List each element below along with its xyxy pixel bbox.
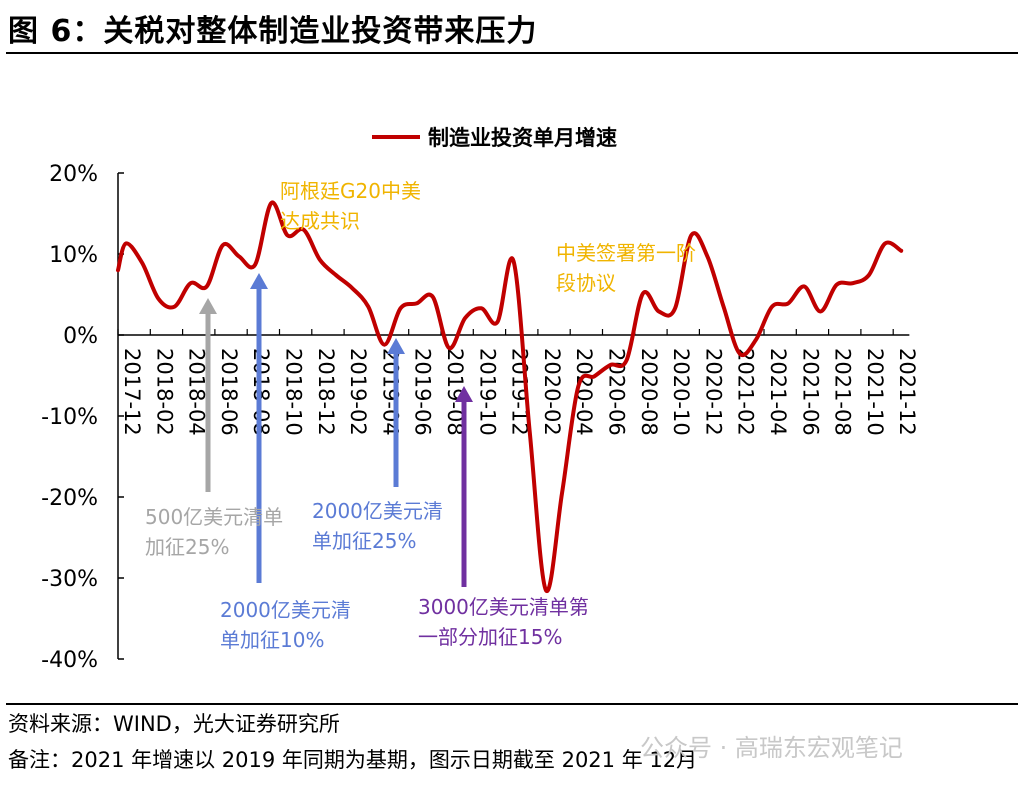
y-tick-label: 20% — [49, 162, 98, 187]
x-tick-label: 2018-04 — [185, 348, 209, 436]
y-tick-label: 0% — [63, 324, 98, 349]
x-tick-label: 2019-02 — [346, 348, 370, 436]
annotation-tariff-2000-10: 2000亿美元清 单加征10% — [220, 595, 351, 655]
x-tick-label: 2021-04 — [766, 348, 790, 436]
annotation-g20: 阿根廷G20中美 达成共识 — [280, 176, 421, 236]
arrow-tariff-500 — [199, 298, 217, 492]
y-tick-label: -30% — [41, 567, 98, 592]
arrow-tariff-3000 — [455, 386, 473, 587]
y-tick-label: -10% — [41, 405, 98, 430]
annotation-line: 3000亿美元清单第 — [418, 595, 589, 619]
annotation-line: 单加征25% — [312, 529, 417, 553]
y-axis-labels: 20% 10% 0% -10% -20% -30% -40% — [41, 162, 98, 673]
annotation-line: 一部分加征15% — [418, 625, 563, 649]
annotation-tariff-2000-25: 2000亿美元清 单加征25% — [312, 496, 443, 556]
annotation-line: 中美签署第一阶 — [556, 241, 696, 265]
x-tick-label: 2021-06 — [798, 348, 822, 436]
source-note: 资料来源：WIND，光大证券研究所 — [8, 712, 340, 736]
x-tick-label: 2021-10 — [863, 348, 887, 436]
annotation-line: 2000亿美元清 — [312, 499, 443, 523]
annotation-line: 达成共识 — [280, 209, 360, 233]
annotation-line: 段协议 — [556, 271, 616, 295]
annotation-line: 500亿美元清单 — [145, 505, 284, 529]
x-tick-label: 2020-12 — [701, 348, 725, 436]
y-tick-label: -20% — [41, 486, 98, 511]
annotation-tariff-3000: 3000亿美元清单第 一部分加征15% — [418, 592, 589, 652]
x-tick-label: 2021-08 — [831, 348, 855, 436]
remark-note: 备注：2021 年增速以 2019 年同期为基期，图示日期截至 2021 年 1… — [8, 748, 698, 772]
legend-label: 制造业投资单月增速 — [428, 126, 617, 150]
y-tick-label: -40% — [41, 648, 98, 673]
annotation-line: 单加征10% — [220, 628, 325, 652]
arrows — [199, 273, 473, 587]
series-line — [116, 200, 904, 593]
x-tick-label: 2019-04 — [378, 348, 402, 436]
title-divider — [6, 52, 1018, 54]
x-tick-label: 2020-08 — [637, 348, 661, 436]
x-tick-label: 2020-02 — [540, 348, 564, 436]
x-tick-label: 2018-12 — [314, 348, 338, 436]
arrow-tariff-2000-25 — [387, 338, 405, 487]
x-tick-label: 2019-06 — [411, 348, 435, 436]
x-tick-label: 2021-02 — [734, 348, 758, 436]
x-tick-label: 2020-10 — [669, 348, 693, 436]
annotation-tariff-500: 500亿美元清单 加征25% — [145, 502, 283, 562]
footer-divider — [6, 703, 1018, 705]
x-tick-label: 2021-12 — [895, 348, 919, 436]
annotation-line: 阿根廷G20中美 — [280, 179, 421, 203]
watermark: 公众号 · 高瑞东宏观笔记 — [640, 734, 903, 762]
annotation-line: 加征25% — [145, 535, 230, 559]
annotation-phase-one: 中美签署第一阶 段协议 — [556, 238, 696, 298]
x-tick-label: 2017-12 — [120, 348, 144, 436]
x-tick-label: 2018-06 — [217, 348, 241, 436]
y-tick-label: 10% — [49, 243, 98, 268]
x-tick-label: 2018-10 — [282, 348, 306, 436]
figure-title: 图 6：关税对整体制造业投资带来压力 — [8, 14, 538, 49]
x-axis-labels: 2017-122018-022018-042018-062018-082018-… — [120, 348, 919, 436]
x-tick-label: 2018-02 — [152, 348, 176, 436]
legend: 制造业投资单月增速 — [372, 126, 617, 150]
x-tick-label: 2019-10 — [475, 348, 499, 436]
annotation-line: 2000亿美元清 — [220, 598, 351, 622]
arrow-tariff-2000-10 — [250, 273, 268, 583]
